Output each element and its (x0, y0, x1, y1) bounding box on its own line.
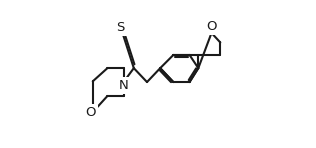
Text: O: O (85, 106, 96, 119)
Text: O: O (206, 20, 217, 33)
Text: S: S (116, 21, 125, 34)
Text: N: N (119, 79, 128, 92)
